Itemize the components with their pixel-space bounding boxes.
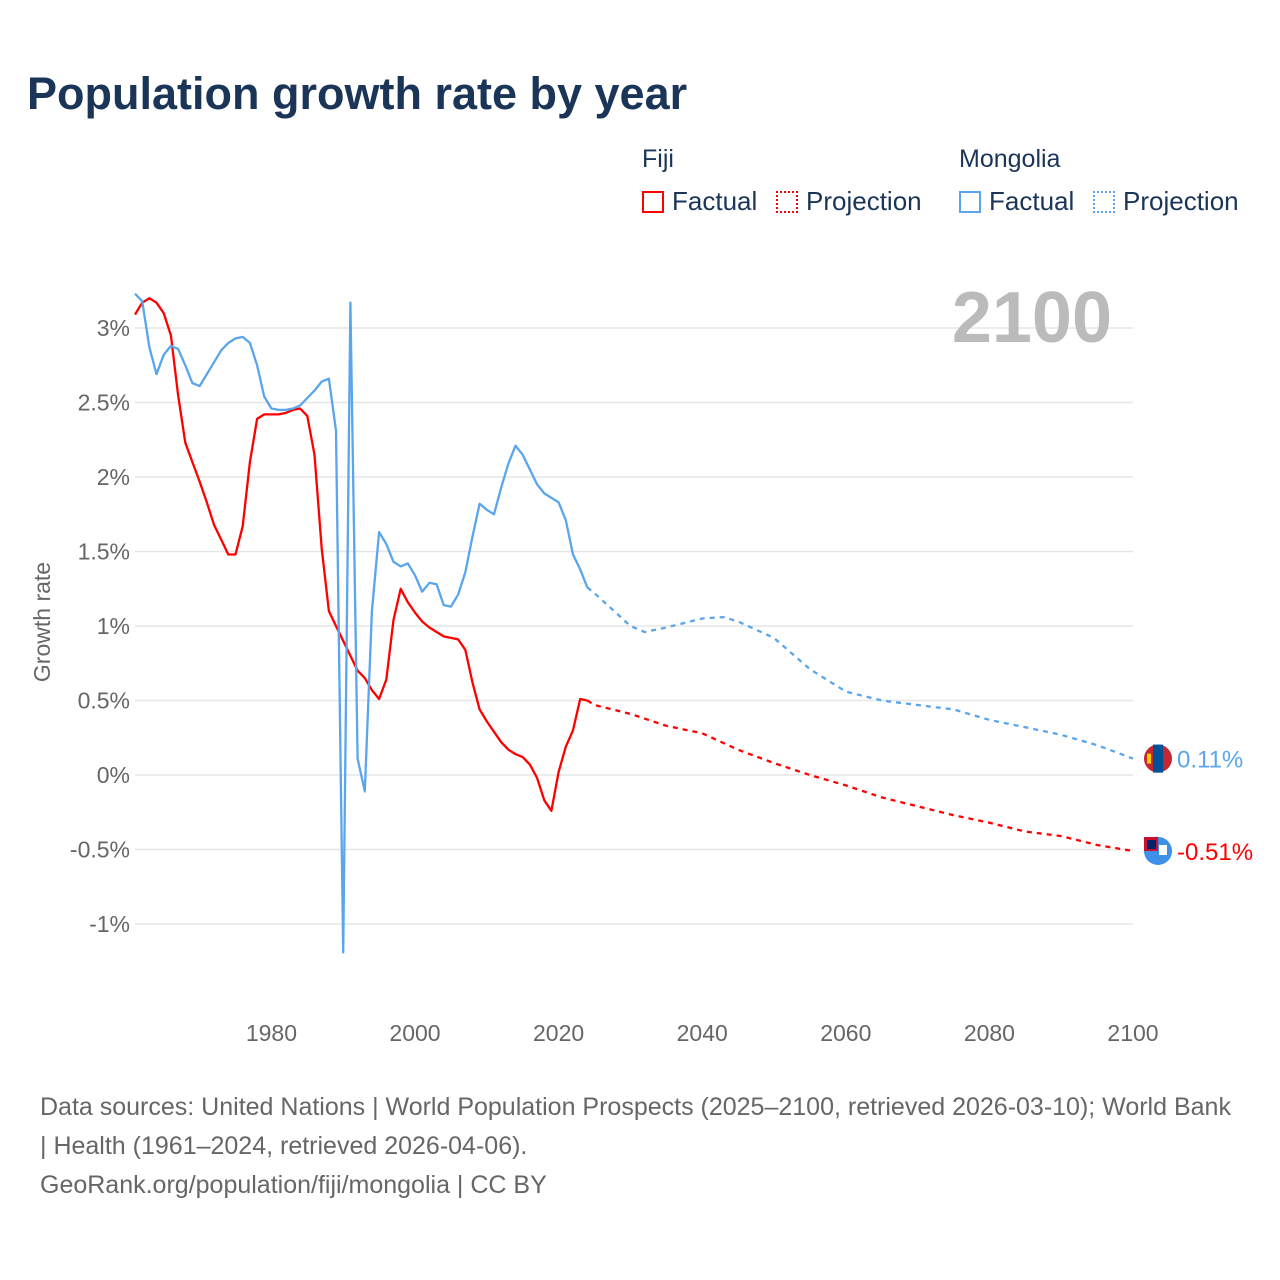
legend-swatch-solid <box>959 190 981 213</box>
source-link[interactable]: GeoRank.org/population/fiji/mongolia | C… <box>40 1171 547 1199</box>
mongolia-end-label: 0.11% <box>1177 747 1243 774</box>
current-year-label: 2100 <box>952 278 1112 358</box>
y-tick-label: 0% <box>97 762 130 788</box>
y-tick-label: 3% <box>97 315 130 341</box>
y-tick-label: 1% <box>97 613 130 639</box>
x-tick-label: 2020 <box>533 1020 584 1046</box>
y-axis-label: Growth rate <box>29 562 55 682</box>
legend-group-fiji: Fiji <box>642 145 674 173</box>
x-tick-label: 2040 <box>677 1020 728 1046</box>
union-jack-field <box>1147 839 1156 849</box>
fiji-projection-line <box>586 699 1134 853</box>
y-tick-label: 1.5% <box>78 539 130 565</box>
legend-group-mongolia: Mongolia <box>959 145 1061 173</box>
y-tick-label: 2% <box>97 464 130 490</box>
y-tick-label: -1% <box>89 911 130 937</box>
x-tick-label: 2100 <box>1107 1020 1158 1046</box>
chart-title: Population growth rate by year <box>27 68 688 119</box>
legend-fiji-projection[interactable]: Projection <box>776 186 922 217</box>
legend-label: Factual <box>989 186 1075 216</box>
mongolia-flag-stripe <box>1153 744 1163 773</box>
x-tick-label: 2080 <box>964 1020 1015 1046</box>
x-tick-label: 2000 <box>389 1020 440 1046</box>
legend-label: Projection <box>1123 186 1239 216</box>
legend-mongolia-factual[interactable]: Factual <box>959 186 1074 217</box>
footnote: Data sources: United Nations | World Pop… <box>40 1088 1240 1205</box>
legend-swatch-dotted <box>776 190 798 213</box>
legend-label: Factual <box>672 186 758 216</box>
soyombo-icon <box>1147 753 1151 764</box>
x-tick-label: 1980 <box>246 1020 297 1046</box>
y-tick-label: 0.5% <box>78 688 130 714</box>
y-tick-label: 2.5% <box>78 390 130 416</box>
fiji-factual-line <box>134 297 588 812</box>
plot-area: 3% 2.5% 2% 1.5% 1% 0.5% 0% -0.5% -1% 1980 2000 2020… <box>29 278 1253 1046</box>
fiji-shield-icon <box>1159 844 1167 855</box>
legend-label: Projection <box>806 186 922 216</box>
legend-swatch-dotted <box>1093 190 1115 213</box>
fiji-end-label: -0.51% <box>1177 839 1253 866</box>
x-tick-label: 2060 <box>820 1020 871 1046</box>
data-sources: Data sources: United Nations | World Pop… <box>40 1093 1231 1160</box>
legend-mongolia-projection[interactable]: Projection <box>1093 186 1239 217</box>
mongolia-factual-line <box>134 292 589 954</box>
mongolia-projection-line <box>586 586 1134 760</box>
legend-swatch-solid <box>642 190 664 213</box>
y-tick-label: -0.5% <box>70 837 130 863</box>
legend-fiji-factual[interactable]: Factual <box>642 186 757 217</box>
